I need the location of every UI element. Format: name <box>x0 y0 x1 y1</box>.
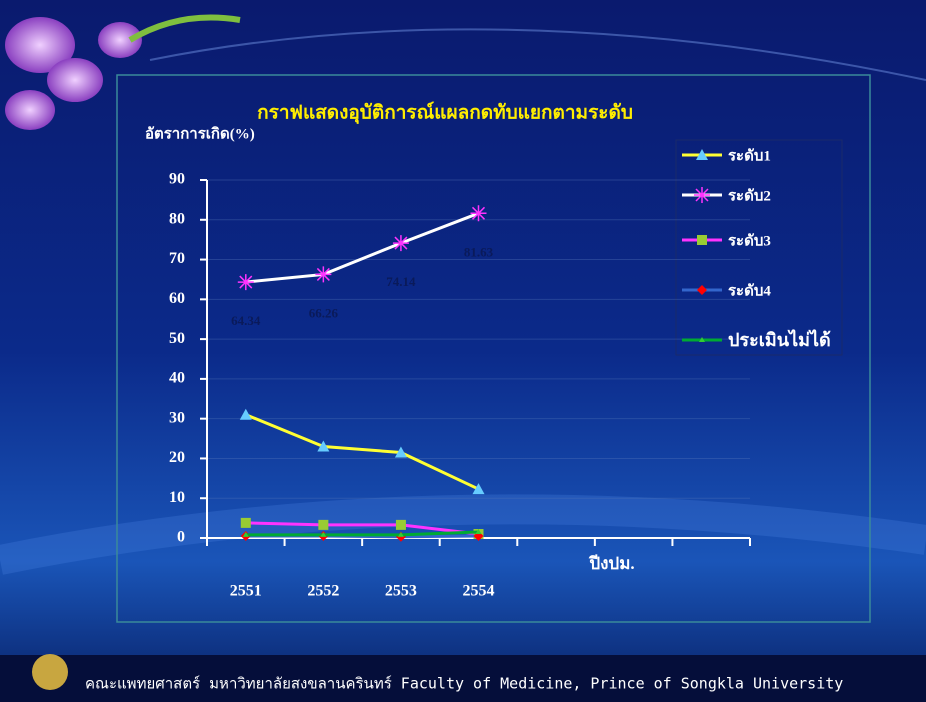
y-tick-label: 60 <box>169 290 185 307</box>
y-tick-label: 0 <box>177 529 185 546</box>
y-tick-label: 70 <box>169 250 185 267</box>
emblem <box>32 654 68 690</box>
y-tick-label: 90 <box>169 171 185 188</box>
data-label: 81.63 <box>464 244 494 259</box>
data-point <box>315 266 331 282</box>
y-tick-label: 20 <box>169 449 185 466</box>
footer-text: คณะแพทยศาสตร์ มหาวิทยาลัยสงขลานครินทร์ F… <box>85 675 843 693</box>
legend-label: ประเมินไม่ได้ <box>728 329 831 350</box>
data-point <box>238 274 254 290</box>
chart-title: กราฟแสดงอุบัติการณ์แผลกดทับแยกตามระดับ <box>257 101 633 124</box>
y-tick-label: 50 <box>169 330 185 347</box>
x-axis-label: ปีงปม. <box>588 553 634 573</box>
data-point <box>318 520 328 530</box>
data-label: 64.34 <box>231 313 261 328</box>
y-axis-label: อัตราการเกิด(%) <box>145 124 255 142</box>
data-point <box>396 520 406 530</box>
legend-label: ระดับ1 <box>728 147 771 164</box>
y-tick-label: 30 <box>169 409 185 426</box>
data-point <box>241 518 251 528</box>
legend-label: ระดับ2 <box>728 187 771 204</box>
y-tick-label: 80 <box>169 210 185 227</box>
y-tick-label: 40 <box>169 370 185 387</box>
data-label: 66.26 <box>309 305 339 320</box>
slide: คณะแพทยศาสตร์ มหาวิทยาลัยสงขลานครินทร์ F… <box>0 0 926 702</box>
y-tick-label: 10 <box>169 489 185 506</box>
x-tick-label: 2551 <box>230 583 262 600</box>
x-tick-label: 2554 <box>463 583 495 600</box>
legend-marker <box>694 187 710 203</box>
data-point <box>393 235 409 251</box>
legend-label: ระดับ3 <box>728 232 771 249</box>
data-label: 74.14 <box>386 274 416 289</box>
legend-label: ระดับ4 <box>728 282 771 299</box>
x-tick-label: 2553 <box>385 583 417 600</box>
data-point <box>471 205 487 221</box>
legend-marker <box>697 235 707 245</box>
x-tick-label: 2552 <box>307 583 339 600</box>
